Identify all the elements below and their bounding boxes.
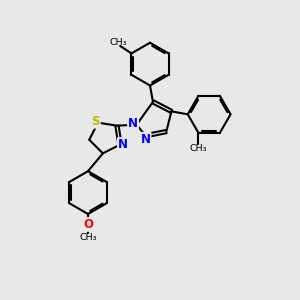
Text: CH₃: CH₃ [79,233,97,242]
Text: N: N [128,117,138,130]
Text: CH₃: CH₃ [109,38,127,47]
Text: CH₃: CH₃ [190,144,207,153]
Text: S: S [92,115,100,128]
Text: O: O [83,218,93,231]
Text: N: N [118,138,128,151]
Text: N: N [140,133,151,146]
